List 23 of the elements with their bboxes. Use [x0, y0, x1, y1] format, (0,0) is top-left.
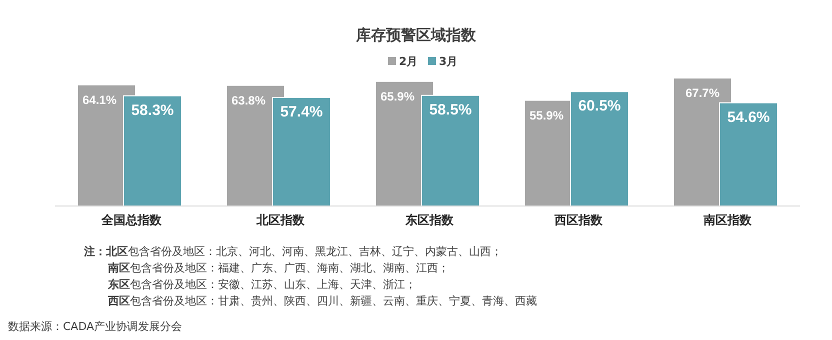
- text: 西区包含省份及地区：甘肃、贵州、陕西、四川、新疆、云南、重庆、宁夏、青海、西藏: [107, 294, 537, 308]
- data-label: 60.5%: [578, 98, 621, 115]
- data-label: 58.3%: [131, 102, 174, 119]
- data-label: 58.5%: [429, 101, 472, 118]
- data-label: 63.8%: [231, 93, 266, 108]
- x-tick-label: 东区指数: [404, 213, 454, 227]
- chart-title: 库存预警区域指数: [355, 26, 477, 44]
- text: 注：北区包含省份及地区：北京、河北、河南、黑龙江、吉林、辽宁、内蒙古、山西；: [83, 245, 502, 258]
- x-tick-label: 南区指数: [702, 213, 752, 227]
- data-label: 54.6%: [727, 108, 770, 126]
- source-note: 数据来源：CADA产业协调发展分会: [8, 320, 182, 333]
- legend-label: 2月: [399, 55, 418, 68]
- x-tick-label: 全国总指数: [100, 213, 162, 227]
- data-label: 67.7%: [685, 86, 720, 100]
- data-label: 64.1%: [82, 92, 117, 107]
- legend-label: 3月: [439, 55, 458, 68]
- x-tick-label: 西区指数: [554, 213, 604, 227]
- x-tick-label: 北区指数: [256, 213, 306, 227]
- data-label: 65.9%: [380, 89, 415, 104]
- text: 南区包含省份及地区：福建、广东、广西、海南、湖北、湖南、江西；: [107, 262, 449, 274]
- data-label: 57.4%: [280, 103, 323, 120]
- text: 东区包含省份及地区：安徽、江苏、山东、上海、天津、浙江；: [107, 278, 416, 291]
- data-label: 55.9%: [529, 108, 564, 122]
